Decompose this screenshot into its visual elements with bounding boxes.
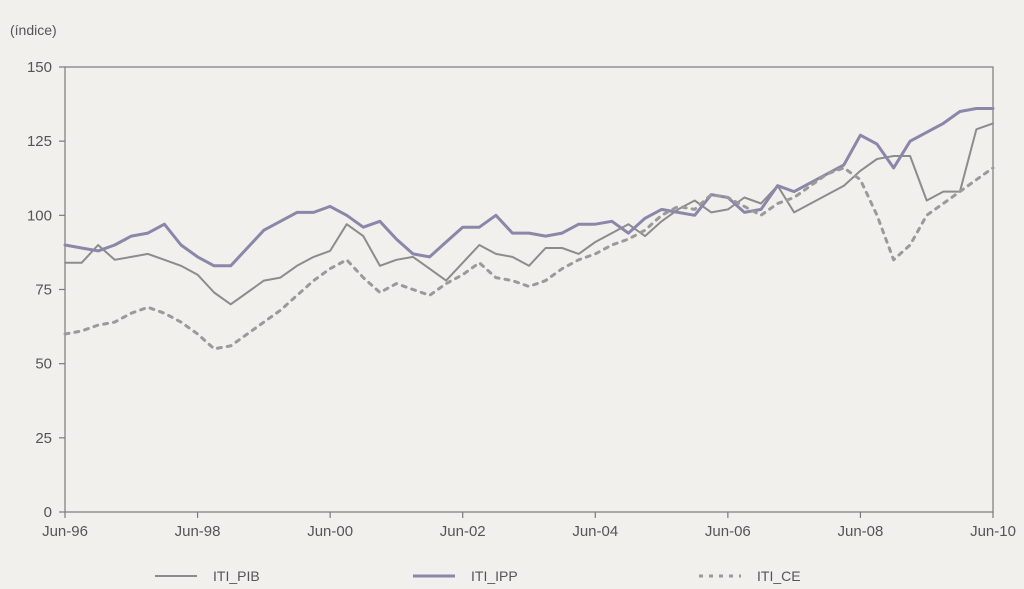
y-tick-label: 75: [35, 282, 52, 299]
legend-label: ITI_CE: [757, 568, 801, 584]
x-tick-label: Jun-08: [837, 523, 883, 540]
series-group: [63, 107, 995, 351]
x-tick-label: Jun-00: [307, 523, 353, 540]
legend-label: ITI_IPP: [471, 568, 518, 584]
y-axis-unit-label: (índice): [10, 22, 57, 38]
series-line-iti-pib: [64, 122, 994, 306]
y-tick-label: 125: [27, 133, 52, 150]
plot-area-frame: [64, 66, 994, 513]
y-tick-label: 0: [44, 504, 52, 521]
x-tick-label: Jun-06: [705, 523, 751, 540]
x-tick-group: Jun-96 Jun-98 Jun-00 Jun-02 Jun-04 Jun-06 Jun-…: [42, 512, 1016, 540]
x-tick-label: Jun-10: [970, 523, 1016, 540]
legend-label: ITI_PIB: [213, 568, 260, 584]
x-tick-label: Jun-96: [42, 523, 88, 540]
y-tick-group: 0 25 50 75 100 125 150: [27, 59, 65, 521]
series-line-iti-ipp: [63, 107, 995, 268]
y-tick-label: 100: [27, 207, 52, 224]
series-line-iti-ce: [63, 166, 995, 351]
x-tick-label: Jun-02: [440, 523, 486, 540]
y-tick-label: 25: [35, 430, 52, 447]
x-tick-label: Jun-98: [175, 523, 221, 540]
y-tick-label: 50: [35, 356, 52, 373]
legend: ITI_PIB ITI_IPP ITI_CE: [155, 568, 801, 584]
x-tick-label: Jun-04: [572, 523, 618, 540]
y-tick-label: 150: [27, 59, 52, 76]
